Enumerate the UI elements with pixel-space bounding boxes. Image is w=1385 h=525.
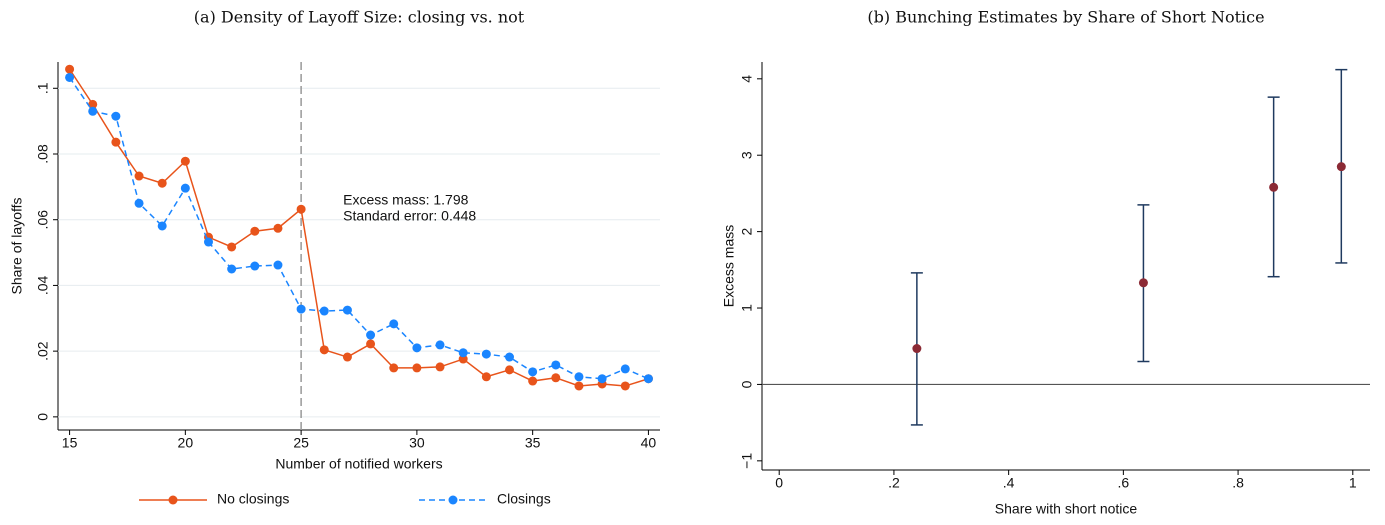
y-tick-label: .1 bbox=[35, 82, 51, 94]
marker bbox=[505, 365, 514, 375]
marker bbox=[273, 260, 283, 270]
marker bbox=[458, 354, 468, 364]
x-tick-label: .4 bbox=[1003, 475, 1015, 491]
marker bbox=[250, 226, 260, 236]
y-tick-label: −1 bbox=[739, 453, 755, 469]
marker bbox=[528, 367, 538, 377]
chart-title: (b) Bunching Estimates by Share of Short… bbox=[867, 8, 1264, 27]
x-tick-label: 1 bbox=[1349, 475, 1357, 491]
marker bbox=[65, 64, 75, 74]
marker bbox=[551, 373, 561, 383]
marker bbox=[111, 111, 121, 121]
y-tick-label: .08 bbox=[35, 144, 51, 164]
marker bbox=[435, 362, 445, 372]
annotation: Standard error: 0.448 bbox=[343, 208, 476, 224]
marker bbox=[65, 72, 75, 82]
legend-label: Closings bbox=[497, 491, 551, 507]
x-tick-label: 25 bbox=[293, 435, 309, 451]
marker bbox=[458, 348, 468, 358]
marker bbox=[319, 345, 329, 355]
y-axis-label: Excess mass bbox=[721, 225, 737, 307]
marker bbox=[620, 364, 630, 374]
marker bbox=[412, 363, 422, 373]
y-tick-label: .06 bbox=[35, 210, 51, 230]
y-tick-label: 4 bbox=[739, 75, 755, 83]
y-tick-label: 0 bbox=[35, 413, 51, 421]
marker bbox=[88, 106, 98, 116]
y-tick-label: .04 bbox=[35, 275, 51, 295]
marker bbox=[366, 330, 376, 340]
marker bbox=[134, 171, 144, 181]
marker bbox=[389, 319, 399, 329]
marker bbox=[134, 198, 144, 208]
y-axis-label: Share of layoffs bbox=[9, 197, 25, 294]
marker bbox=[1269, 182, 1279, 192]
marker bbox=[250, 261, 260, 271]
legend-marker bbox=[448, 495, 458, 505]
marker bbox=[620, 381, 630, 391]
marker bbox=[180, 183, 190, 193]
x-axis-label: Number of notified workers bbox=[275, 456, 442, 472]
marker bbox=[643, 374, 653, 384]
plot-area bbox=[762, 62, 1370, 470]
x-tick-label: 30 bbox=[409, 435, 425, 451]
marker bbox=[389, 363, 399, 373]
annotation: Excess mass: 1.798 bbox=[343, 192, 468, 208]
x-tick-label: .2 bbox=[888, 475, 900, 491]
marker bbox=[1138, 278, 1148, 288]
marker bbox=[481, 372, 491, 382]
marker bbox=[88, 99, 98, 109]
legend-label: No closings bbox=[217, 491, 289, 507]
marker bbox=[227, 242, 237, 252]
marker bbox=[366, 339, 376, 349]
marker bbox=[505, 352, 514, 362]
marker bbox=[342, 305, 352, 315]
y-tick-label: 2 bbox=[739, 228, 755, 236]
marker bbox=[412, 343, 422, 353]
x-tick-label: 35 bbox=[525, 435, 541, 451]
x-tick-label: .8 bbox=[1232, 475, 1244, 491]
marker bbox=[204, 237, 213, 247]
y-tick-label: 1 bbox=[739, 304, 755, 312]
x-tick-label: 0 bbox=[775, 475, 783, 491]
marker bbox=[227, 264, 237, 274]
marker bbox=[574, 381, 584, 391]
x-tick-label: 20 bbox=[178, 435, 194, 451]
x-tick-label: .6 bbox=[1118, 475, 1130, 491]
chart-title: (a) Density of Layoff Size: closing vs. … bbox=[194, 8, 525, 27]
legend-marker bbox=[168, 495, 178, 505]
marker bbox=[481, 349, 491, 359]
marker bbox=[157, 178, 167, 188]
marker bbox=[319, 306, 329, 316]
y-tick-label: 3 bbox=[739, 151, 755, 159]
marker bbox=[435, 340, 445, 350]
marker bbox=[273, 223, 283, 233]
x-axis-label: Share with short notice bbox=[995, 501, 1138, 517]
marker bbox=[528, 376, 538, 386]
marker bbox=[597, 374, 607, 384]
marker bbox=[1336, 162, 1346, 172]
marker bbox=[574, 372, 584, 382]
x-tick-label: 15 bbox=[62, 435, 78, 451]
plot-area bbox=[58, 62, 660, 430]
marker bbox=[551, 360, 561, 370]
y-tick-label: 0 bbox=[739, 380, 755, 388]
marker bbox=[296, 204, 306, 214]
marker bbox=[296, 304, 306, 314]
marker bbox=[111, 137, 121, 147]
marker bbox=[157, 221, 167, 231]
marker bbox=[342, 352, 352, 362]
marker bbox=[912, 344, 922, 354]
x-tick-label: 40 bbox=[641, 435, 657, 451]
y-tick-label: .02 bbox=[35, 341, 51, 361]
marker bbox=[180, 156, 190, 166]
